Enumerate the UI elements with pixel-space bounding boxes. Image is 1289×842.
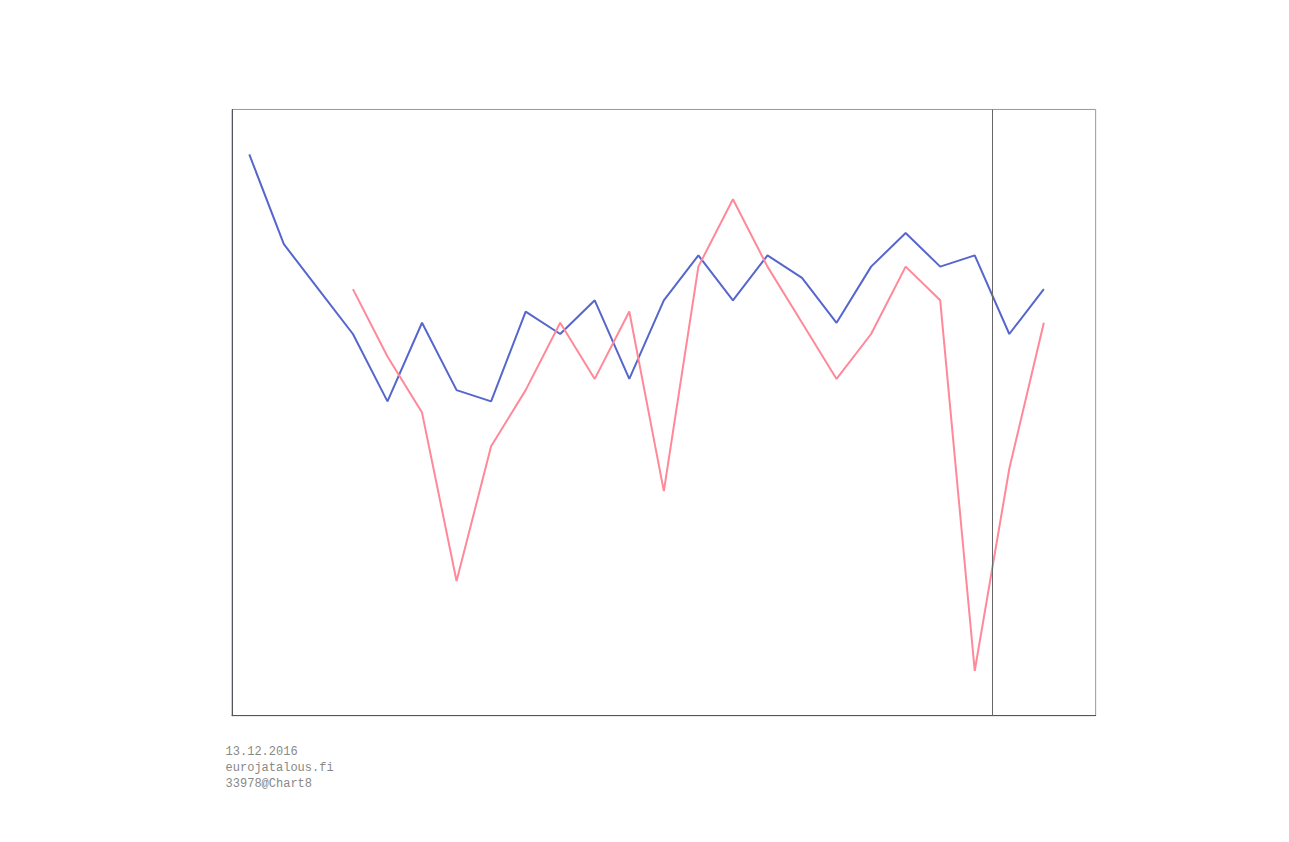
svg-text:33978@Chart8: 33978@Chart8: [226, 777, 312, 791]
svg-text:13.12.2016: 13.12.2016: [226, 745, 298, 759]
svg-text:eurojatalous.fi: eurojatalous.fi: [226, 761, 334, 775]
